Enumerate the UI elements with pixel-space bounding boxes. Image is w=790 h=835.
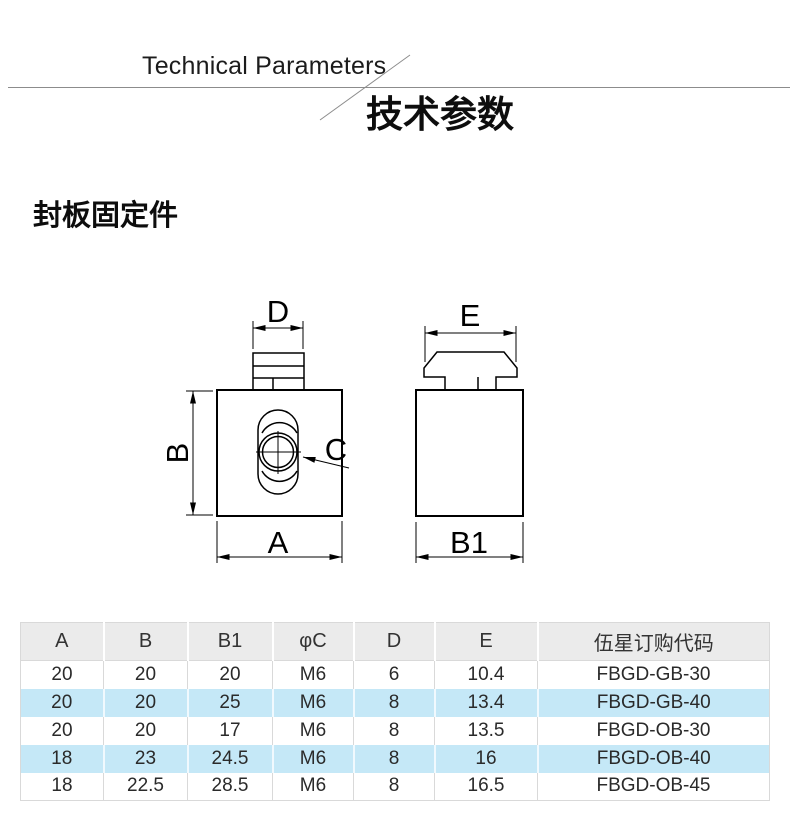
table-cell: 16.5 (434, 772, 538, 801)
dimension-b1 (415, 522, 524, 563)
table-cell: 16 (434, 744, 539, 773)
table-cell: M6 (272, 744, 355, 773)
leader-line-c (302, 456, 350, 469)
table-cell: 10.4 (434, 660, 538, 689)
dimension-label-c: C (325, 432, 347, 467)
table-cell: 20 (187, 660, 273, 689)
table-cell: 6 (353, 660, 435, 689)
table-cell: 13.4 (434, 688, 539, 717)
dimension-label-a: A (268, 525, 289, 560)
table-cell: FBGD-GB-30 (596, 663, 711, 685)
table-cell: 28.5 (187, 772, 273, 801)
table-cell: 8 (353, 716, 435, 745)
column-header-d: D (353, 622, 436, 661)
table-cell: 24.5 (187, 744, 274, 773)
table-header-row: A B B1 φC D E 伍星订购代码 (20, 622, 770, 661)
table-row: 20 20 20 M6 6 10.4 FBGD-GB-30 (20, 660, 770, 689)
parameter-table: A B B1 φC D E 伍星订购代码 20 20 20 M6 6 10.4 FBGD-G… (20, 622, 770, 801)
side-view-body (415, 389, 524, 517)
table-cell: 25 (187, 688, 274, 717)
t-nut-head (423, 351, 518, 391)
column-header-a: A (20, 622, 105, 661)
table-cell: FBGD-GB-40 (537, 688, 770, 717)
dimension-e (424, 326, 517, 362)
table-cell: 20 (20, 716, 104, 745)
section-title: 封板固定件 (33, 200, 179, 232)
page-title-chinese: 技术参数 (366, 94, 514, 135)
table-cell: 23 (103, 744, 189, 773)
table-cell: 18 (20, 744, 105, 773)
dimension-d (252, 321, 304, 349)
table-cell: 20 (103, 688, 189, 717)
table-body: 20 20 20 M6 6 10.4 FBGD-GB-30 20 20 25 M6 8 13.4 FBGD… (20, 660, 770, 801)
table-cell: 8 (353, 772, 435, 801)
table-cell: M6 (272, 716, 354, 745)
column-header-b1: B1 (187, 622, 274, 661)
page-title-english: Technical Parameters (142, 52, 387, 80)
column-header-b: B (103, 622, 189, 661)
table-cell: FBGD-OB-40 (537, 744, 770, 773)
table-cell: 20 (20, 688, 105, 717)
table-row: 20 20 25 M6 8 13.4 FBGD-GB-40 (20, 688, 770, 717)
diagonal-line (319, 54, 411, 121)
dimension-label-b: B (160, 443, 195, 464)
header-rule (8, 54, 790, 121)
table-cell: 8 (353, 688, 436, 717)
technical-drawing: D B A C E (160, 294, 524, 563)
front-view-body (216, 389, 343, 517)
table-cell: M6 (272, 660, 354, 689)
table-cell: 17 (187, 716, 273, 745)
table-row: 18 22.5 28.5 M6 8 16.5 FBGD-OB-45 (20, 772, 770, 801)
table-header: A B B1 φC D E 伍星订购代码 (20, 622, 770, 661)
thread-stud (252, 352, 305, 391)
table-cell: M6 (272, 688, 355, 717)
dimension-label-e: E (460, 298, 481, 333)
table-cell: 22.5 (103, 772, 188, 801)
table-row: 18 23 24.5 M6 8 16 FBGD-OB-40 (20, 744, 770, 773)
table-row: 20 20 17 M6 8 13.5 FBGD-OB-30 (20, 716, 770, 745)
table-cell: 20 (103, 660, 188, 689)
column-header-e: E (434, 622, 539, 661)
table-cell: FBGD-OB-30 (596, 719, 711, 741)
table-cell: 13.5 (434, 716, 538, 745)
center-crosshair (256, 431, 301, 474)
table-cell: 18 (20, 772, 104, 801)
table-cell: FBGD-OB-45 (596, 775, 711, 797)
table-cell: M6 (272, 772, 354, 801)
column-header-order-code: 伍星订购代码 (537, 622, 770, 661)
table-cell: 8 (353, 744, 436, 773)
dimension-label-d: D (267, 294, 289, 329)
dimension-a (216, 521, 343, 563)
dimension-b (186, 390, 213, 516)
table-cell: 20 (20, 660, 104, 689)
column-header-phic: φC (272, 622, 355, 661)
table-cell: 20 (103, 716, 188, 745)
dimension-label-b1: B1 (450, 525, 488, 560)
